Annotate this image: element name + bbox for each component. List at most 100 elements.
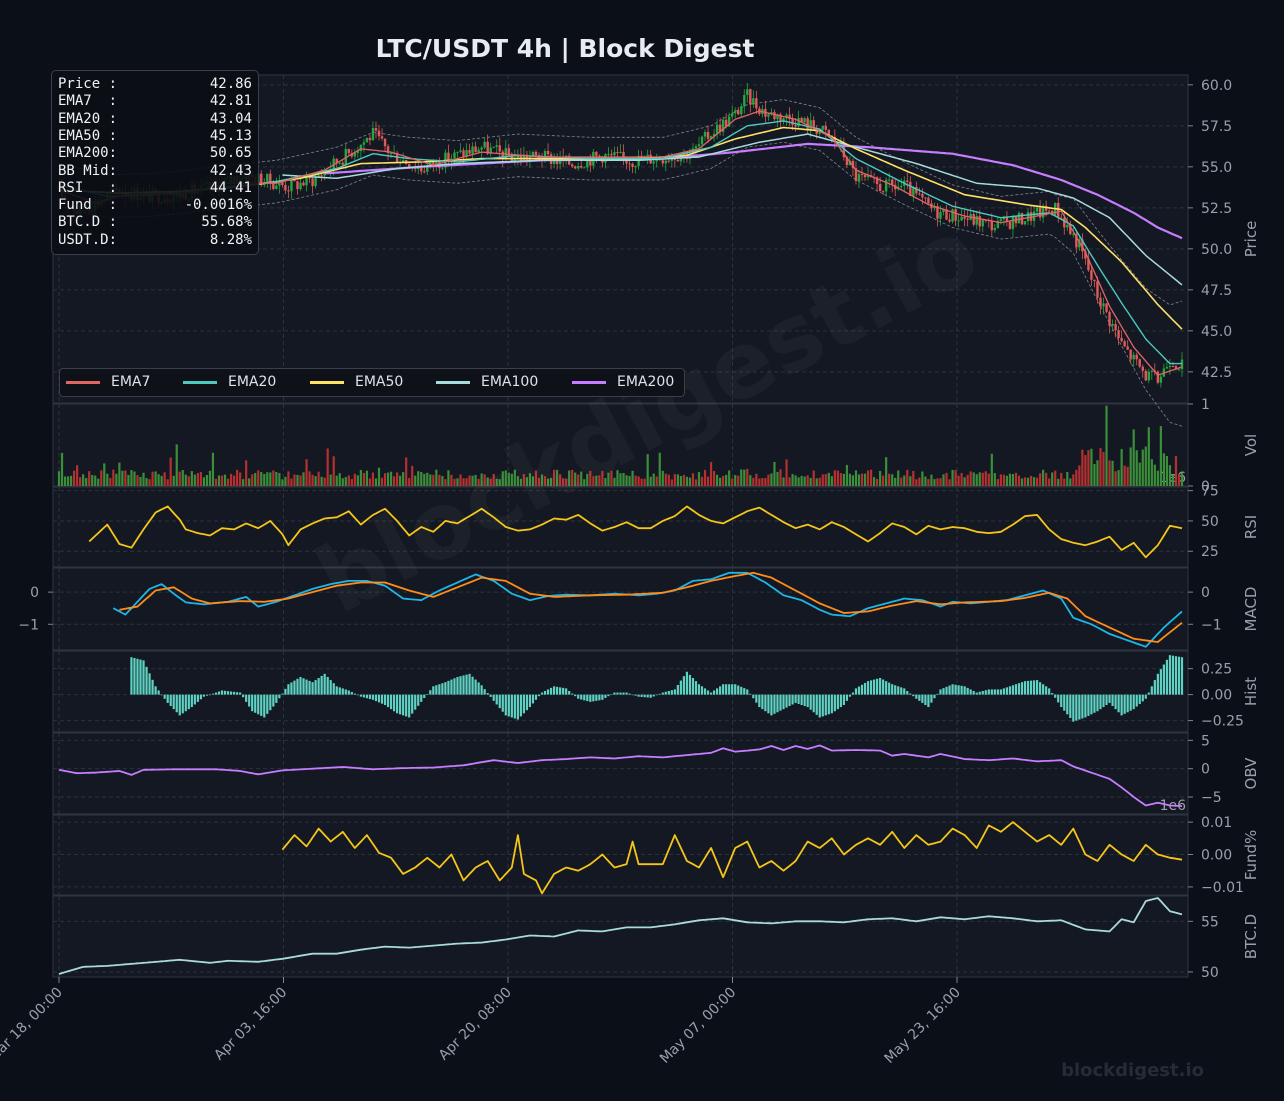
hist-bar bbox=[957, 685, 960, 695]
volume-bar bbox=[848, 473, 852, 486]
volume-bar bbox=[679, 475, 682, 486]
candle bbox=[857, 173, 861, 181]
volume-bar bbox=[338, 473, 341, 486]
hist-bar bbox=[465, 674, 468, 695]
hist-bar bbox=[815, 694, 818, 715]
candle bbox=[323, 171, 326, 176]
candle bbox=[1144, 370, 1147, 381]
volume-bar bbox=[703, 469, 707, 486]
hist-bar bbox=[706, 690, 710, 695]
candle bbox=[429, 160, 432, 166]
volume-bar bbox=[785, 459, 788, 486]
candle bbox=[281, 181, 284, 186]
volume-bar bbox=[568, 470, 571, 486]
volume-bar bbox=[556, 469, 559, 486]
volume-bar bbox=[157, 474, 160, 486]
candle bbox=[924, 197, 927, 199]
hist-bar bbox=[540, 692, 544, 695]
info-label: BB Mid: bbox=[58, 162, 118, 179]
candle bbox=[842, 143, 846, 158]
hist-bar bbox=[770, 694, 773, 716]
volume-bar bbox=[1171, 475, 1175, 486]
hist-bar bbox=[1014, 684, 1018, 695]
candle bbox=[749, 89, 752, 105]
volume-bar bbox=[933, 479, 936, 486]
volume-bar bbox=[438, 474, 441, 486]
volume-bar bbox=[1138, 462, 1141, 486]
candle bbox=[401, 159, 405, 163]
volume-bar bbox=[1069, 478, 1072, 486]
candle bbox=[311, 178, 314, 187]
hist-bar bbox=[709, 692, 713, 695]
candle bbox=[1135, 354, 1138, 360]
legend-swatch bbox=[572, 381, 606, 384]
candle bbox=[664, 160, 667, 164]
volume-bar bbox=[106, 473, 109, 486]
hist-bar bbox=[1111, 694, 1114, 707]
candle bbox=[1069, 225, 1072, 235]
volume-bar bbox=[317, 471, 320, 486]
hist-bar bbox=[845, 694, 849, 701]
volume-bar bbox=[287, 471, 290, 486]
hist-bar bbox=[202, 694, 206, 697]
candle bbox=[767, 114, 770, 117]
hist-bar bbox=[263, 694, 266, 718]
hist-bar bbox=[284, 688, 287, 695]
volume-bar bbox=[682, 474, 685, 486]
volume-bar bbox=[88, 471, 91, 486]
volume-bar bbox=[175, 444, 178, 486]
volume-bar bbox=[552, 469, 556, 486]
hist-bar bbox=[586, 694, 589, 702]
candle bbox=[884, 179, 888, 192]
info-value: 50.65 bbox=[209, 145, 252, 162]
volume-bar bbox=[658, 452, 661, 486]
volume-bar bbox=[118, 462, 121, 486]
hist-bar bbox=[1054, 694, 1057, 698]
hist-bar bbox=[782, 694, 785, 710]
volume-bar bbox=[1023, 477, 1027, 486]
hist-bar bbox=[879, 678, 882, 695]
tick-label-price: 42.5 bbox=[1201, 365, 1232, 381]
volume-bar bbox=[519, 478, 522, 486]
candle bbox=[1114, 324, 1117, 331]
volume-bar bbox=[242, 479, 245, 486]
candle bbox=[1111, 324, 1114, 326]
chart-title: LTC/USDT 4h | Block Digest bbox=[375, 34, 755, 63]
hist-bar bbox=[199, 694, 202, 700]
hist-bar bbox=[918, 694, 921, 701]
hist-bar bbox=[214, 692, 218, 695]
tick-label-price: 47.5 bbox=[1201, 283, 1232, 299]
hist-bar bbox=[933, 694, 936, 699]
candle bbox=[299, 182, 302, 190]
volume-bar bbox=[121, 470, 124, 486]
volume-bar bbox=[350, 478, 353, 486]
volume-bar bbox=[667, 474, 670, 486]
hist-bar bbox=[341, 688, 344, 695]
volume-bar bbox=[830, 476, 833, 486]
axis-label-macd: MACD bbox=[1242, 587, 1260, 632]
info-value: 8.28% bbox=[209, 231, 252, 248]
volume-bar bbox=[223, 474, 227, 486]
volume-bar bbox=[1060, 472, 1063, 486]
hist-bar bbox=[169, 694, 172, 707]
volume-bar bbox=[76, 465, 79, 486]
hist-bar bbox=[860, 684, 864, 695]
hist-bar bbox=[719, 686, 722, 695]
volume-bar bbox=[1054, 470, 1057, 486]
hist-bar bbox=[254, 694, 257, 713]
info-value: 45.13 bbox=[209, 127, 252, 144]
hist-bar bbox=[694, 681, 698, 695]
hist-bar bbox=[1039, 682, 1042, 695]
volume-bar bbox=[583, 479, 586, 486]
hist-bar bbox=[1165, 659, 1169, 695]
volume-bar bbox=[1090, 448, 1093, 486]
hist-bar bbox=[869, 680, 873, 695]
volume-bar bbox=[634, 475, 637, 486]
hist-bar bbox=[344, 689, 347, 695]
volume-bar bbox=[978, 472, 981, 486]
volume-bar bbox=[426, 472, 429, 486]
volume-bar bbox=[972, 472, 975, 486]
hist-bar bbox=[525, 694, 529, 711]
info-value: 55.68% bbox=[201, 214, 252, 231]
candle bbox=[957, 220, 960, 222]
